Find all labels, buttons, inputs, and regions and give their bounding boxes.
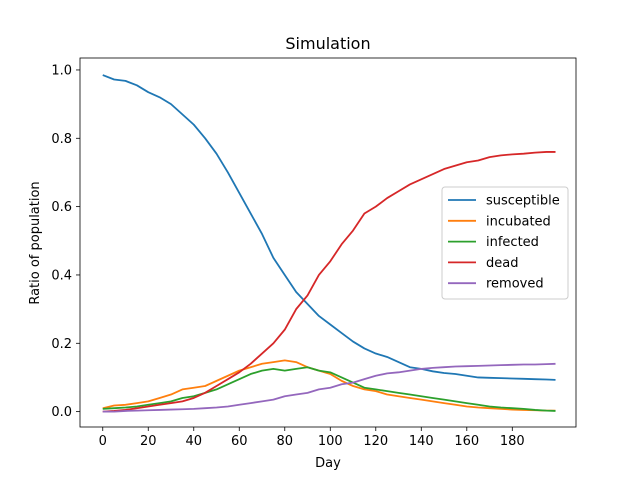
x-axis-label: Day: [315, 456, 341, 471]
y-tick-label: 0.4: [51, 268, 72, 283]
y-tick-label: 0.2: [51, 337, 72, 352]
legend-label-dead: dead: [486, 256, 518, 271]
series-group: [102, 74, 556, 413]
x-tick-label: 40: [185, 434, 202, 449]
legend-label-incubated: incubated: [486, 214, 551, 229]
x-tick-label: 140: [409, 434, 434, 449]
y-tick-label: 0.0: [51, 405, 72, 420]
series-line-susceptible: [102, 74, 556, 381]
x-tick-label: 60: [231, 434, 248, 449]
y-axis: 0.0 0.2 0.4 0.6 0.8 1.0: [51, 63, 80, 420]
legend-label-infected: infected: [486, 235, 539, 250]
y-tick-label: 1.0: [51, 63, 72, 78]
series-line-infected: [102, 366, 556, 412]
x-tick-label: 120: [363, 434, 388, 449]
legend-label-removed: removed: [486, 277, 544, 292]
x-tick-label: 100: [318, 434, 343, 449]
series-line-dead: [102, 151, 556, 413]
chart-title: Simulation: [285, 34, 370, 53]
series-line-removed: [102, 362, 556, 413]
x-tick-label: 180: [500, 434, 525, 449]
y-tick-label: 0.6: [51, 200, 72, 215]
y-tick-label: 0.8: [51, 132, 72, 147]
plot-frame: [79, 57, 577, 428]
x-tick-label: 80: [276, 434, 293, 449]
x-tick-label: 20: [140, 434, 157, 449]
x-tick-label: 0: [99, 434, 107, 449]
x-axis: 0 20 40 60 80 100 120 140 160 180: [99, 427, 525, 449]
plot-area: [79, 57, 577, 428]
legend-label-susceptible: susceptible: [486, 194, 560, 209]
y-axis-label: Ratio of population: [28, 181, 43, 304]
legend: susceptible incubated infected dead removed: [441, 186, 569, 300]
series-line-incubated: [102, 359, 556, 412]
x-tick-label: 160: [454, 434, 479, 449]
legend-box: [441, 186, 569, 300]
